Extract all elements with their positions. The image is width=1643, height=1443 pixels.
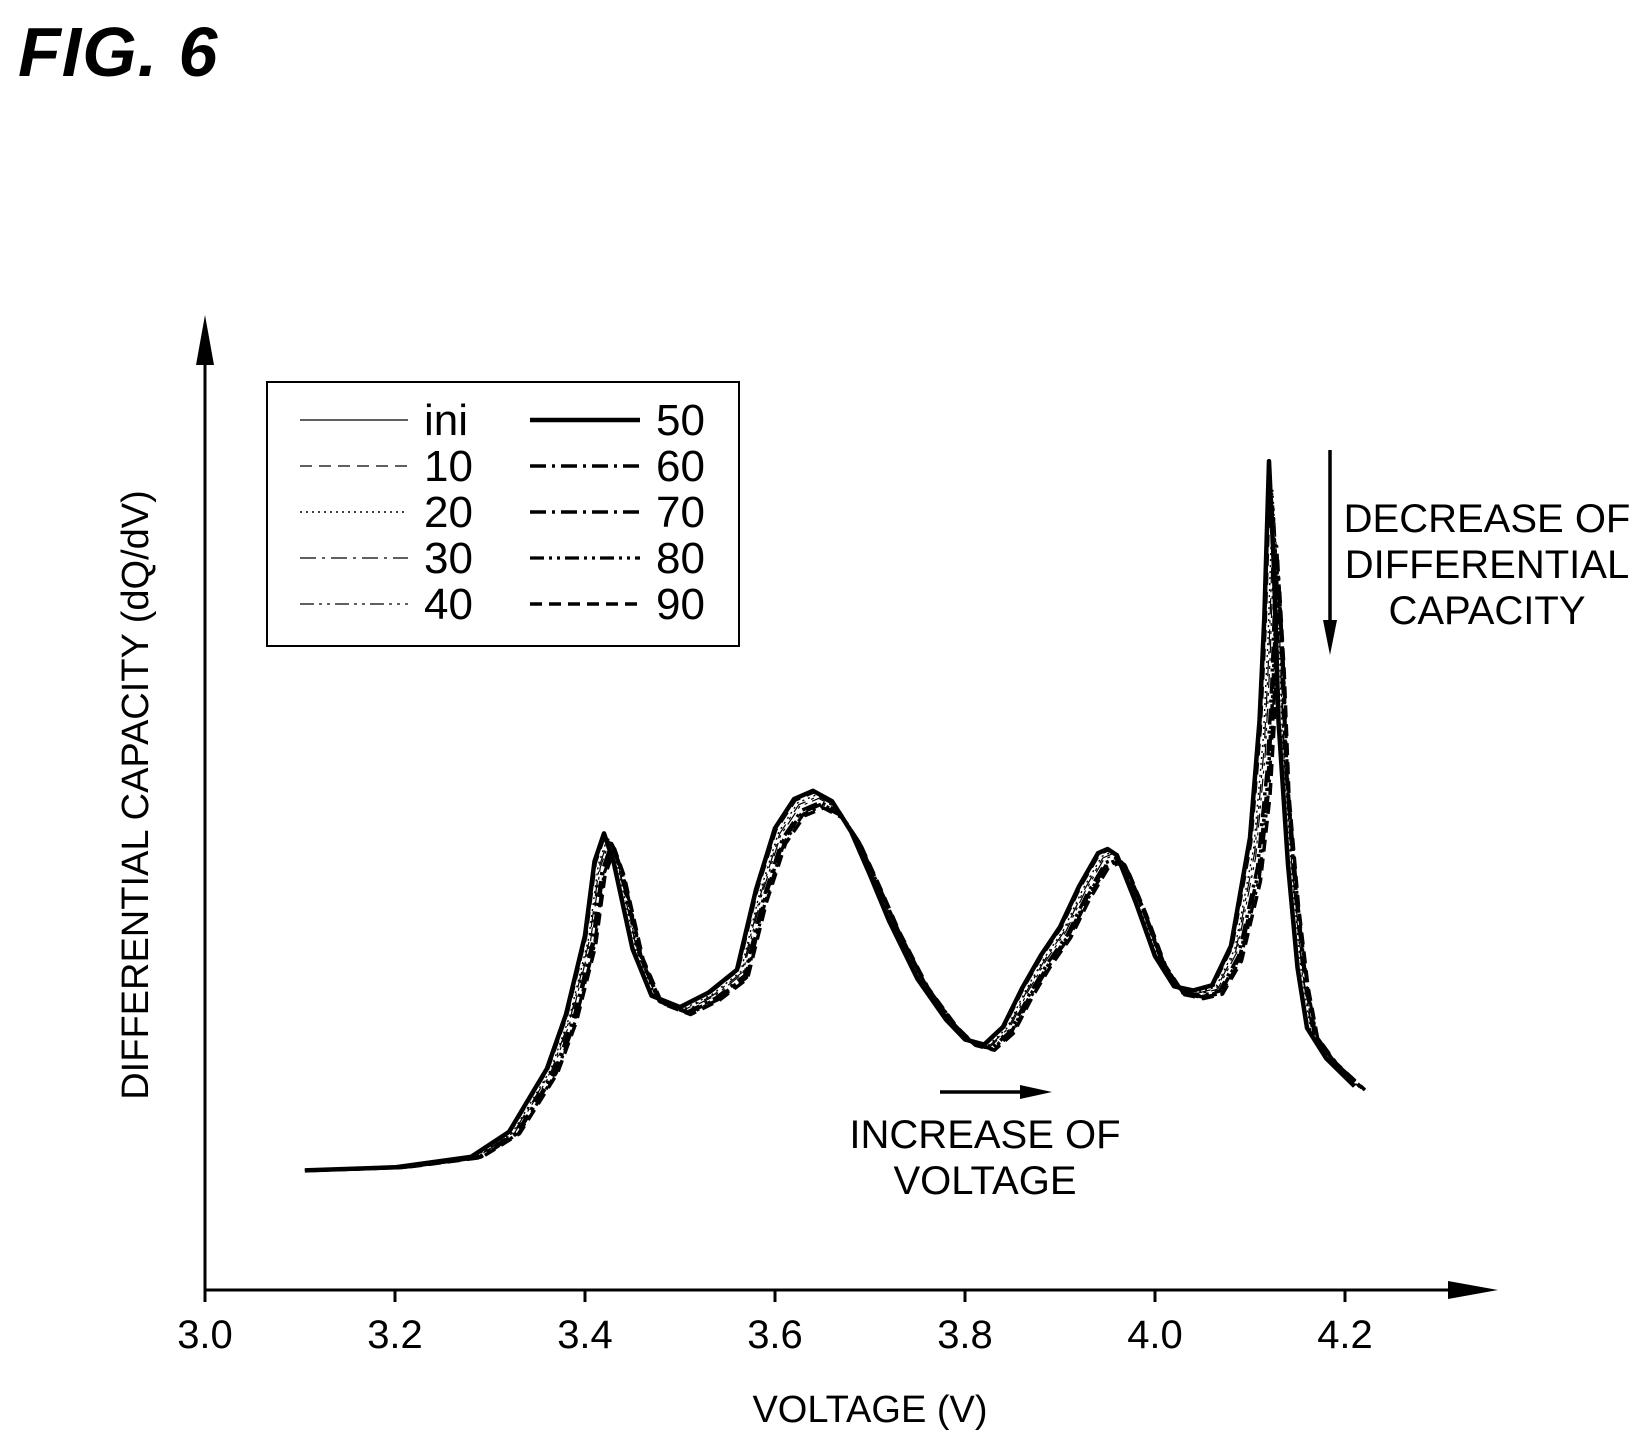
x-tick-label: 3.4 (557, 1313, 613, 1357)
y-axis-arrowhead (196, 315, 214, 365)
annotation-decrease-line-1: DECREASE OF (1344, 497, 1631, 541)
legend-label-40: 40 (424, 580, 473, 629)
y-axis-label: DIFFERENTIAL CAPACITY (dQ/dV) (115, 490, 157, 1100)
series-line-70 (313, 558, 1365, 1173)
legend-label-10: 10 (424, 442, 473, 491)
series-line-50 (304, 458, 1357, 1173)
legend-label-20: 20 (424, 488, 473, 537)
legend-label-80: 80 (656, 534, 705, 583)
legend-label-30: 30 (424, 534, 473, 583)
legend-label-90: 90 (656, 580, 705, 629)
annotation-increase: INCREASE OF VOLTAGE (849, 1085, 1121, 1203)
figure-label: FIG. 6 (18, 13, 219, 91)
legend-label-50: 50 (656, 396, 705, 445)
down-arrow-head (1323, 620, 1337, 655)
x-tick-label: 4.2 (1317, 1313, 1373, 1357)
x-tick-label: 3.2 (367, 1313, 423, 1357)
axes (196, 315, 1498, 1299)
right-arrow-head (1020, 1085, 1052, 1099)
series-group (304, 458, 1367, 1173)
annotation-decrease: DECREASE OF DIFFERENTIAL CAPACITY (1323, 450, 1630, 655)
annotation-decrease-line-3: CAPACITY (1388, 589, 1585, 633)
x-tick-label: 4.0 (1127, 1313, 1183, 1357)
x-tick-label: 3.6 (747, 1313, 803, 1357)
annotation-increase-line-1: INCREASE OF (849, 1113, 1120, 1157)
legend-label-ini: ini (424, 396, 468, 445)
x-tick-label: 3.0 (177, 1313, 233, 1357)
legend-label-70: 70 (656, 488, 705, 537)
x-axis-label: VOLTAGE (V) (752, 1389, 987, 1431)
legend-label-60: 60 (656, 442, 705, 491)
annotation-increase-line-2: VOLTAGE (893, 1159, 1076, 1203)
legend-box (266, 381, 740, 647)
x-tick-label: 3.8 (937, 1313, 993, 1357)
x-ticks: 3.0 3.2 3.4 3.6 3.8 4.0 4.2 (177, 1290, 1373, 1357)
series-line-90 (315, 587, 1367, 1173)
series-line-80 (314, 573, 1366, 1172)
annotation-decrease-line-2: DIFFERENTIAL (1345, 543, 1629, 587)
x-axis-arrowhead (1448, 1281, 1498, 1299)
